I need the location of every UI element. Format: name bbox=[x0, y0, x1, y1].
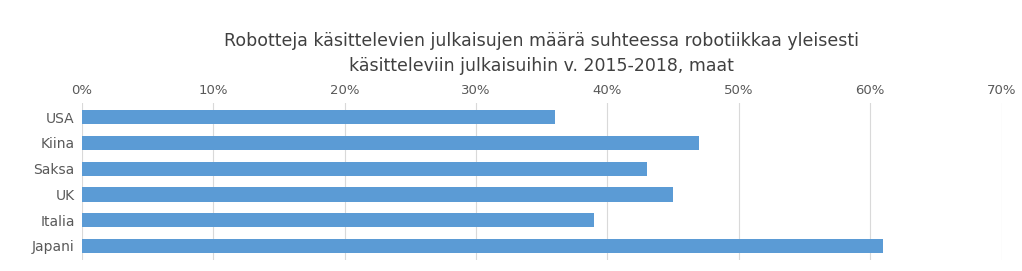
Bar bbox=[82, 213, 594, 227]
Bar bbox=[82, 162, 647, 176]
Title: Robotteja käsittelevien julkaisujen määrä suhteessa robotiikkaa yleisesti
käsitt: Robotteja käsittelevien julkaisujen määr… bbox=[224, 31, 860, 75]
Bar bbox=[82, 187, 673, 202]
Bar bbox=[82, 239, 883, 253]
Bar bbox=[82, 136, 699, 150]
Bar bbox=[82, 110, 555, 124]
